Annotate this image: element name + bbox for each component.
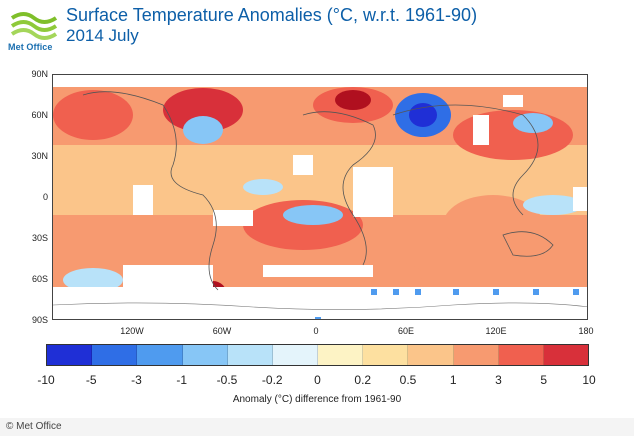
met-office-logo-icon (10, 8, 58, 52)
colorbar-swatch (272, 345, 319, 365)
colorbar-tick-label: -0.2 (261, 373, 283, 387)
lon-label-60w: 60W (212, 326, 232, 336)
colorbar-swatch (47, 345, 93, 365)
colorbar-swatch (92, 345, 138, 365)
colorbar-tick-label: 0.2 (354, 373, 372, 387)
colorbar (46, 344, 589, 366)
colorbar-swatch (498, 345, 544, 365)
lat-label-30n: 30N (31, 151, 48, 161)
colorbar-tick-label: 5 (540, 373, 548, 387)
colorbar-swatch (227, 345, 273, 365)
colorbar-tick-label: -3 (131, 373, 142, 387)
page-subtitle: 2014 July (66, 26, 139, 45)
lon-label-60e: 60E (397, 326, 414, 336)
colorbar-tick-label: -0.5 (216, 373, 238, 387)
colorbar-swatch (408, 345, 454, 365)
lat-label-60n: 60N (31, 110, 48, 120)
lat-label-90n: 90N (31, 69, 48, 79)
colorbar-tick-label: 0.5 (399, 373, 417, 387)
colorbar-caption: Anomaly (°C) difference from 1961-90 (232, 394, 402, 405)
colorbar-swatch (318, 345, 364, 365)
lon-label-120e: 120E (485, 326, 507, 336)
colorbar-tick-label: -1 (176, 373, 188, 387)
colorbar-swatch (363, 345, 409, 365)
credit-text: © Met Office (6, 421, 62, 432)
lat-label-60s: 60S (31, 274, 48, 284)
lat-label-90s: 90S (31, 315, 48, 325)
lon-label-0: 0 (313, 326, 319, 336)
colorbar-swatch (137, 345, 183, 365)
lat-label-30s: 30S (31, 233, 48, 243)
colorbar-tick-label: -10 (37, 373, 55, 387)
colorbar-swatch (453, 345, 499, 365)
lat-label-0: 0 (42, 192, 48, 202)
colorbar-swatch (182, 345, 228, 365)
lon-label-180: 180 (578, 326, 594, 336)
colorbar-swatch (543, 345, 589, 365)
anomaly-map (52, 74, 588, 320)
colorbar-tick-label: 3 (495, 373, 502, 387)
logo-text: Met Office (8, 42, 53, 52)
colorbar-tick-label: -5 (85, 373, 97, 387)
colorbar-tick-label: 10 (582, 373, 596, 387)
lon-label-120w: 120W (120, 326, 144, 336)
colorbar-tick-label: 0 (314, 373, 321, 387)
credit-bar: © Met Office (0, 418, 634, 436)
colorbar-tick-label: 1 (449, 373, 457, 387)
page-title: Surface Temperature Anomalies (°C, w.r.t… (66, 5, 478, 25)
